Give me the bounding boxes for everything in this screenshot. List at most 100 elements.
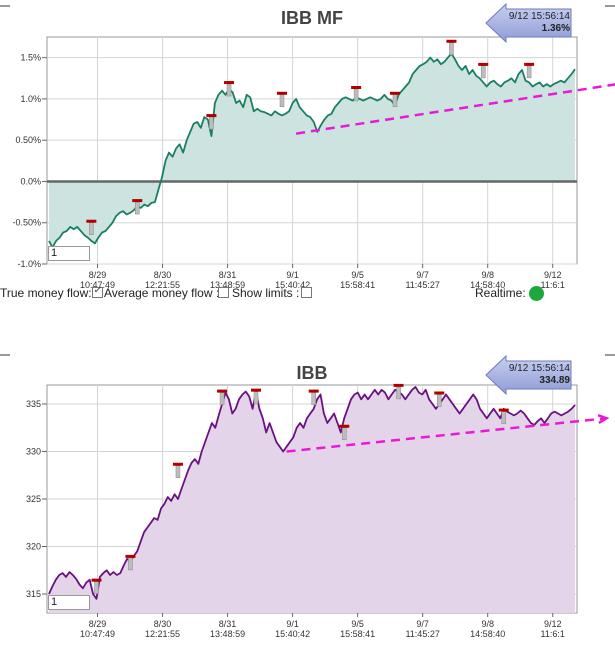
x-tick-date: 9/5 <box>351 270 364 280</box>
price-period-input[interactable]: 1 <box>48 595 90 610</box>
y-tick-label: 335 <box>26 399 41 409</box>
chart-controls: True money flow: Average money flow : Sh… <box>0 285 615 304</box>
x-tick-time: 15:58:41 <box>340 280 375 290</box>
marker-stem <box>311 392 316 405</box>
event-marker <box>389 91 400 108</box>
marker-stem <box>437 394 442 407</box>
marker-flag <box>125 554 136 558</box>
x-tick-date: 9/7 <box>416 619 429 629</box>
marker-stem <box>135 201 140 215</box>
marker-stem <box>279 94 285 108</box>
price-chart-panel: IBB 315 320 325 330 335 8/29 10:47:49 8/30 12:21:… <box>0 305 615 660</box>
callout-arrow-icon <box>485 355 572 395</box>
marker-stem <box>226 83 232 97</box>
mf-callout-time: 9/12 15:56:14 <box>508 11 570 22</box>
price-callout-time: 9/12 15:56:14 <box>508 363 570 374</box>
event-marker <box>132 199 143 215</box>
x-tick-time: 15:58:41 <box>340 629 375 639</box>
marker-stem <box>501 411 506 424</box>
realtime-toggle[interactable] <box>524 286 544 301</box>
x-tick-date: 9/7 <box>416 270 429 280</box>
x-tick-time: 15:40:42 <box>275 629 310 639</box>
trendline-arrowhead <box>597 414 610 425</box>
x-tick-time: 14:58:40 <box>470 629 505 639</box>
y-tick-label: -0.50% <box>12 218 41 228</box>
mf-value-callout: 9/12 15:56:14 1.36% <box>484 3 574 43</box>
y-tick-label: 1.5% <box>20 53 41 63</box>
event-marker <box>125 554 136 571</box>
marker-flag <box>393 383 404 387</box>
event-marker <box>478 62 489 79</box>
marker-stem <box>209 116 214 130</box>
x-tick-time: 11:45:27 <box>405 280 439 290</box>
marker-stem <box>396 386 401 400</box>
marker-stem <box>175 465 181 478</box>
event-marker <box>434 391 445 407</box>
marker-flag <box>434 391 445 395</box>
marker-flag <box>389 91 400 95</box>
marker-flag <box>206 114 217 118</box>
marker-flag <box>339 424 350 428</box>
marker-flag <box>132 199 143 203</box>
chart-title: IBB MF <box>281 8 343 28</box>
marker-stem <box>219 392 225 405</box>
marker-flag <box>308 389 319 393</box>
marker-flag <box>217 389 228 393</box>
marker-stem <box>341 427 347 440</box>
series-line <box>48 386 576 600</box>
x-tick-date: 9/8 <box>481 619 494 629</box>
x-tick-time: 14:58:40 <box>470 280 505 290</box>
marker-stem <box>89 222 94 235</box>
price-value-callout: 9/12 15:56:14 334.89 <box>484 355 574 395</box>
checkbox-icon <box>218 287 229 298</box>
marker-flag <box>276 91 287 95</box>
trendline <box>295 83 615 135</box>
x-tick-date: 9/12 <box>544 619 562 629</box>
event-marker <box>351 86 362 102</box>
mf-chart-panel: IBB MF-1.0%-0.50%0.0%0.50%1.0%1.5%8/2910… <box>0 0 615 305</box>
y-tick-label: 325 <box>26 494 41 504</box>
event-marker <box>393 383 404 400</box>
marker-stem <box>353 88 359 102</box>
marker-flag <box>224 81 235 85</box>
event-marker <box>498 408 509 424</box>
true-money-flow-checkbox[interactable] <box>89 285 103 300</box>
marker-flag <box>478 62 489 66</box>
x-tick-time: 13:48:59 <box>210 629 245 639</box>
mf-callout-value: 1.36% <box>541 23 570 34</box>
x-tick-time: 12:21:55 <box>145 629 180 639</box>
show-limits-label: Show limits : <box>232 286 300 300</box>
trendline <box>286 417 607 453</box>
marker-flag <box>91 578 102 582</box>
x-tick-date: 8/30 <box>154 270 172 280</box>
x-tick-time: 11:45:27 <box>405 629 439 639</box>
event-marker <box>524 62 535 79</box>
y-tick-label: 1.0% <box>20 94 41 104</box>
marker-flag <box>86 219 97 223</box>
mf-chart: IBB MF-1.0%-0.50%0.0%0.50%1.0%1.5%8/2910… <box>0 5 615 290</box>
y-tick-label: 0.0% <box>20 176 41 186</box>
average-money-flow-label: Average money flow : <box>104 286 220 300</box>
event-marker <box>91 578 102 594</box>
y-tick-label: 0.50% <box>15 135 41 145</box>
average-money-flow-checkbox[interactable] <box>215 286 229 300</box>
x-tick-date: 8/31 <box>219 619 237 629</box>
event-marker <box>308 389 319 405</box>
event-marker <box>217 389 228 405</box>
y-tick-label: 330 <box>26 447 41 457</box>
realtime-status-icon <box>529 286 544 301</box>
x-tick-date: 9/1 <box>286 270 299 280</box>
event-marker <box>224 81 235 97</box>
x-tick-time: 12:21:55 <box>145 280 180 290</box>
marker-stem <box>253 391 259 404</box>
marker-flag <box>524 62 535 66</box>
event-marker <box>86 219 97 235</box>
marker-flag <box>446 39 457 43</box>
x-tick-time: 15:40:42 <box>275 280 310 290</box>
event-marker <box>172 462 183 478</box>
marker-stem <box>392 94 398 108</box>
marker-stem <box>128 557 133 571</box>
mf-period-input[interactable]: 1 <box>48 246 90 261</box>
show-limits-checkbox[interactable] <box>298 286 312 300</box>
